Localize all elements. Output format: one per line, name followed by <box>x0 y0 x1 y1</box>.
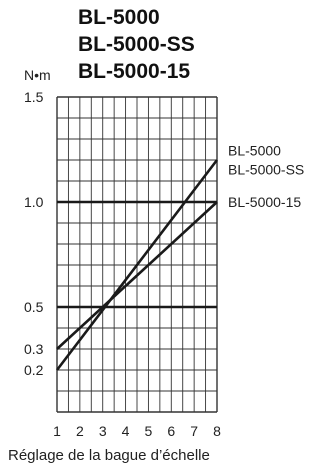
series-label-2: BL-5000-15 <box>228 194 301 210</box>
y-tick-label: 1.5 <box>24 89 44 105</box>
reference-lines <box>57 200 217 309</box>
x-tick-label: 5 <box>145 423 153 439</box>
series-label-1: BL-5000 <box>228 143 281 159</box>
series-line-2 <box>56 201 218 350</box>
chart-title-line-1: BL-5000 <box>78 6 160 29</box>
x-tick-label: 2 <box>76 423 84 439</box>
x-tick-label: 1 <box>53 423 61 439</box>
series-labels: BL-5000 BL-5000-SS BL-5000-15 <box>228 143 304 211</box>
y-tick-label: 1.0 <box>24 194 44 210</box>
x-tick-label: 3 <box>99 423 107 439</box>
chart-title-line-3: BL-5000-15 <box>78 60 190 83</box>
x-tick-label: 8 <box>213 423 221 439</box>
x-tick-label: 4 <box>122 423 130 439</box>
x-tick-label: 7 <box>190 423 198 439</box>
y-tick-label: 0.5 <box>24 299 44 315</box>
tick-labels: 1.5 1.0 0.5 0.3 0.2 1 2 3 4 5 6 7 8 <box>24 89 221 439</box>
grid-lines <box>56 96 218 413</box>
chart-title-line-2: BL-5000-SS <box>78 33 195 56</box>
y-tick-label: 0.3 <box>24 341 44 357</box>
series-line-1 <box>55 159 219 371</box>
y-axis-unit: N•m <box>24 67 51 83</box>
series-label-1: BL-5000-SS <box>228 162 304 178</box>
x-axis-label: Réglage de la bague d’échelle <box>8 447 210 464</box>
x-tick-label: 6 <box>167 423 175 439</box>
series-lines <box>55 159 219 371</box>
y-tick-label: 0.2 <box>24 362 44 378</box>
